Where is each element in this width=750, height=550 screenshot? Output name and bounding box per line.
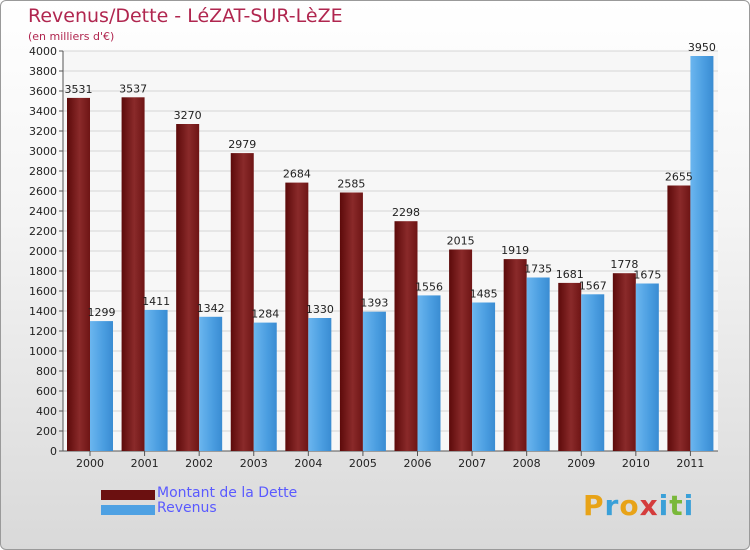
debt-value-label: 2015 bbox=[447, 235, 475, 248]
revenue-bar bbox=[635, 283, 659, 451]
legend-label-debt: Montant de la Dette bbox=[157, 485, 298, 501]
debt-value-label: 3537 bbox=[119, 82, 147, 95]
debt-bar bbox=[503, 259, 527, 451]
x-tick-label: 2001 bbox=[131, 457, 159, 470]
x-tick-label: 2006 bbox=[404, 457, 432, 470]
revenue-bar bbox=[472, 302, 496, 451]
proxiti-logo: Proxiti bbox=[583, 489, 695, 522]
revenue-value-label: 1342 bbox=[197, 302, 225, 315]
x-tick-label: 2007 bbox=[458, 457, 486, 470]
y-tick-label: 3200 bbox=[29, 125, 57, 138]
debt-value-label: 2684 bbox=[283, 168, 311, 181]
y-tick-label: 3000 bbox=[29, 145, 57, 158]
y-tick-label: 1600 bbox=[29, 285, 57, 298]
y-tick-label: 1200 bbox=[29, 325, 57, 338]
debt-value-label: 2298 bbox=[392, 206, 420, 219]
revenue-value-label: 1330 bbox=[306, 303, 334, 316]
revenue-value-label: 1735 bbox=[524, 263, 552, 276]
legend-swatch-revenue bbox=[101, 505, 155, 515]
x-tick-label: 2011 bbox=[676, 457, 704, 470]
revenue-bar bbox=[90, 321, 113, 451]
y-tick-label: 3400 bbox=[29, 105, 57, 118]
debt-bar bbox=[230, 153, 254, 451]
debt-value-label: 2585 bbox=[337, 178, 365, 191]
x-tick-label: 2009 bbox=[567, 457, 595, 470]
x-tick-label: 2004 bbox=[294, 457, 322, 470]
x-tick-label: 2008 bbox=[513, 457, 541, 470]
revenue-value-label: 1556 bbox=[415, 280, 443, 293]
debt-bar bbox=[449, 249, 473, 451]
revenue-bar bbox=[199, 316, 223, 451]
debt-bar bbox=[67, 97, 90, 452]
y-tick-label: 3600 bbox=[29, 85, 57, 98]
legend-label-revenue: Revenus bbox=[157, 500, 217, 516]
x-tick-label: 2002 bbox=[185, 457, 213, 470]
legend-swatch-debt bbox=[101, 490, 155, 500]
revenue-value-label: 1284 bbox=[251, 308, 279, 321]
revenue-bar bbox=[308, 318, 332, 451]
revenue-bar bbox=[581, 294, 605, 451]
revenue-value-label: 1299 bbox=[88, 306, 116, 319]
chart-subtitle: (en milliers d'€) bbox=[28, 30, 115, 43]
x-tick-label: 2000 bbox=[76, 457, 104, 470]
x-tick-label: 2010 bbox=[622, 457, 650, 470]
revenue-bar bbox=[362, 311, 386, 451]
revenue-bar bbox=[526, 277, 550, 451]
debt-bar bbox=[612, 273, 636, 451]
debt-value-label: 1681 bbox=[556, 268, 584, 281]
y-tick-label: 1000 bbox=[29, 345, 57, 358]
debt-bar bbox=[339, 192, 363, 451]
debt-value-label: 2655 bbox=[665, 171, 693, 184]
y-tick-label: 4000 bbox=[29, 45, 57, 58]
debt-bar bbox=[394, 221, 418, 451]
y-tick-label: 3800 bbox=[29, 65, 57, 78]
y-tick-label: 800 bbox=[36, 365, 57, 378]
x-tick-label: 2005 bbox=[349, 457, 377, 470]
revenue-bar bbox=[690, 56, 714, 451]
revenue-bar bbox=[144, 309, 168, 451]
debt-value-label: 3531 bbox=[65, 83, 93, 96]
y-tick-label: 1400 bbox=[29, 305, 57, 318]
revenue-value-label: 1411 bbox=[142, 295, 170, 308]
chart-title: Revenus/Dette - LéZAT-SUR-LèZE bbox=[28, 5, 343, 27]
y-tick-label: 600 bbox=[36, 385, 57, 398]
y-tick-label: 400 bbox=[36, 405, 57, 418]
debt-bar bbox=[121, 97, 145, 452]
debt-value-label: 1778 bbox=[610, 258, 638, 271]
debt-bar bbox=[285, 182, 309, 451]
debt-value-label: 1919 bbox=[501, 244, 529, 257]
debt-bar bbox=[558, 282, 582, 451]
debt-bar bbox=[176, 124, 200, 451]
y-tick-label: 0 bbox=[50, 445, 57, 458]
y-tick-label: 2000 bbox=[29, 245, 57, 258]
y-tick-label: 200 bbox=[36, 425, 57, 438]
x-tick-label: 2003 bbox=[240, 457, 268, 470]
y-tick-label: 2400 bbox=[29, 205, 57, 218]
revenue-bar bbox=[253, 322, 277, 451]
debt-value-label: 2979 bbox=[228, 138, 256, 151]
revenue-value-label: 1393 bbox=[360, 297, 388, 310]
y-tick-label: 2600 bbox=[29, 185, 57, 198]
revenue-value-label: 1675 bbox=[633, 269, 661, 282]
y-tick-label: 2200 bbox=[29, 225, 57, 238]
revenue-value-label: 3950 bbox=[688, 41, 716, 54]
y-tick-label: 1800 bbox=[29, 265, 57, 278]
debt-bar bbox=[667, 185, 691, 451]
revenue-value-label: 1567 bbox=[579, 279, 607, 292]
revenue-value-label: 1485 bbox=[470, 288, 498, 301]
y-tick-label: 2800 bbox=[29, 165, 57, 178]
debt-value-label: 3270 bbox=[174, 109, 202, 122]
revenue-bar bbox=[417, 295, 441, 451]
